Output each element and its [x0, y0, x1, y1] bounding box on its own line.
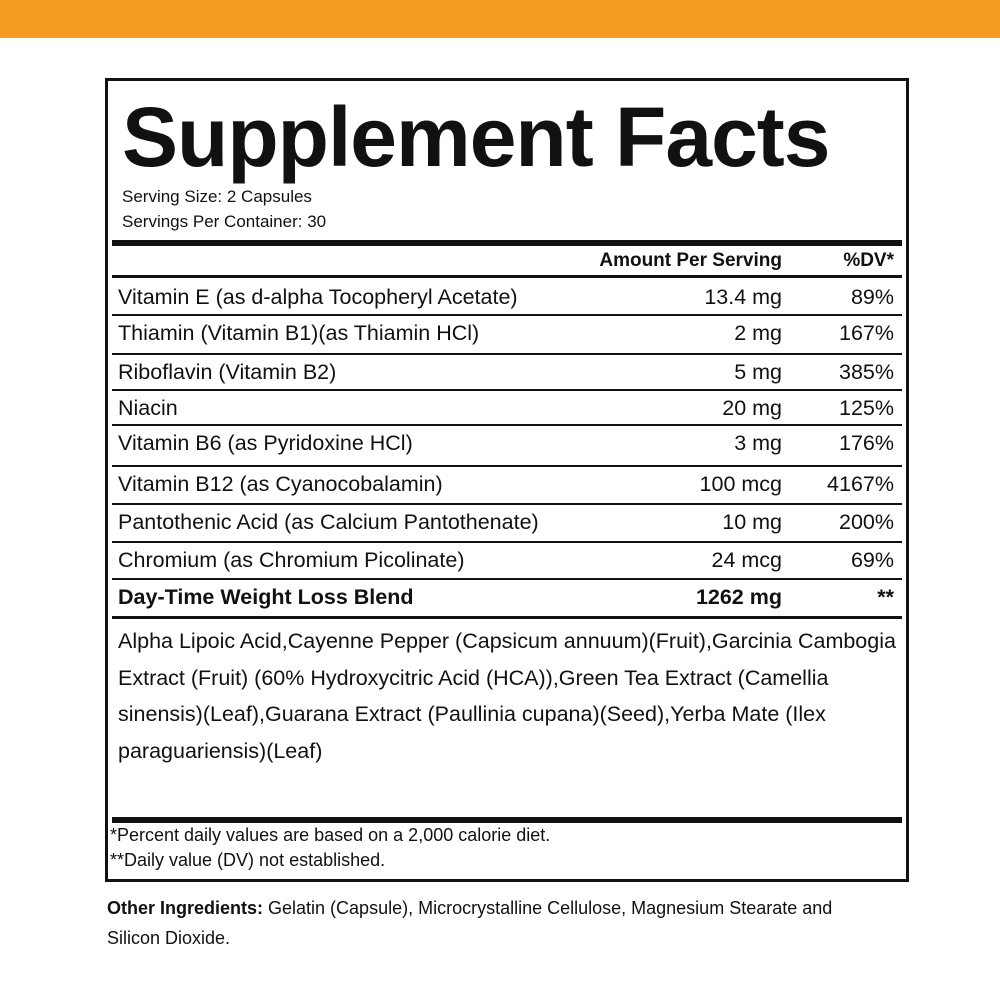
nutrient-dv: 167%	[839, 321, 894, 345]
divider	[112, 389, 902, 391]
nutrient-row: Thiamin (Vitamin B1)(as Thiamin HCl) 2 mg…	[112, 316, 902, 350]
nutrient-dv: 4167%	[827, 472, 894, 496]
nutrient-amount: 3 mg	[734, 431, 782, 455]
nutrient-name: Niacin	[118, 396, 178, 420]
divider	[112, 424, 902, 426]
nutrient-amount: 20 mg	[722, 396, 782, 420]
column-header-row: Amount Per Serving %DV*	[112, 244, 902, 278]
accent-bar	[0, 0, 1000, 38]
nutrient-amount: 2 mg	[734, 321, 782, 345]
nutrient-dv: 385%	[839, 360, 894, 384]
nutrient-amount: 13.4 mg	[704, 285, 782, 309]
panel-title: Supplement Facts	[122, 90, 830, 184]
nutrient-row: Niacin 20 mg 125%	[112, 391, 902, 425]
nutrient-name: Vitamin B12 (as Cyanocobalamin)	[118, 472, 443, 496]
divider	[112, 616, 902, 619]
nutrient-amount: 24 mcg	[711, 548, 782, 572]
nutrient-amount: 100 mcg	[699, 472, 782, 496]
footnote-dv: *Percent daily values are based on a 2,0…	[110, 825, 551, 845]
nutrient-name: Vitamin B6 (as Pyridoxine HCl)	[118, 431, 413, 455]
divider	[112, 578, 902, 580]
other-ingredients-label: Other Ingredients:	[107, 898, 264, 918]
divider	[112, 465, 902, 467]
nutrient-row: Vitamin B6 (as Pyridoxine HCl) 3 mg 176%	[112, 426, 902, 460]
thick-divider	[112, 240, 902, 246]
divider	[112, 314, 902, 316]
nutrient-row: Chromium (as Chromium Picolinate) 24 mcg 6…	[112, 543, 902, 577]
nutrient-dv: 89%	[850, 285, 894, 309]
thick-divider	[112, 817, 902, 823]
nutrient-row: Riboflavin (Vitamin B2) 5 mg 385%	[112, 355, 902, 389]
servings-per-container: Servings Per Container: 30	[122, 212, 327, 231]
nutrient-amount: 10 mg	[722, 510, 782, 534]
nutrient-row: Pantothenic Acid (as Calcium Pantothenat…	[112, 505, 902, 539]
amount-header: Amount Per Serving	[599, 250, 782, 271]
divider	[112, 275, 902, 278]
nutrient-row: Day-Time Weight Loss Blend 1262 mg **	[112, 580, 902, 614]
nutrient-row: Vitamin B12 (as Cyanocobalamin) 100 mcg 41…	[112, 467, 902, 501]
other-ingredients-text: Gelatin (Capsule), Microcrystalline Cell…	[107, 898, 833, 948]
nutrient-dv: 125%	[839, 396, 894, 420]
nutrient-dv: 200%	[839, 510, 894, 534]
nutrient-amount: 1262 mg	[695, 585, 782, 609]
nutrient-row: Vitamin E (as d-alpha Tocopheryl Acetate…	[112, 280, 902, 314]
nutrient-amount: 5 mg	[734, 360, 782, 384]
nutrient-dv: 176%	[839, 431, 894, 455]
blend-ingredients: Alpha Lipoic Acid,Cayenne Pepper (Capsic…	[118, 629, 896, 763]
footnote-not-established: **Daily value (DV) not established.	[110, 850, 386, 870]
nutrient-dv: 69%	[850, 548, 894, 572]
nutrient-dv: **	[877, 585, 894, 609]
nutrient-name: Chromium (as Chromium Picolinate)	[118, 548, 465, 572]
nutrient-name: Pantothenic Acid (as Calcium Pantothenat…	[118, 510, 539, 534]
nutrient-name: Day-Time Weight Loss Blend	[118, 585, 414, 609]
nutrient-name: Riboflavin (Vitamin B2)	[118, 360, 337, 384]
nutrient-name: Vitamin E (as d-alpha Tocopheryl Acetate…	[118, 285, 518, 309]
supplement-facts-panel: Supplement Facts Serving Size: 2 Capsule…	[105, 78, 909, 882]
serving-size: Serving Size: 2 Capsules	[122, 187, 312, 206]
divider	[112, 541, 902, 543]
divider	[112, 503, 902, 505]
nutrient-name: Thiamin (Vitamin B1)(as Thiamin HCl)	[118, 321, 480, 345]
other-ingredients: Other Ingredients: Gelatin (Capsule), Mi…	[107, 893, 887, 953]
divider	[112, 353, 902, 355]
dv-header: %DV*	[843, 250, 894, 271]
